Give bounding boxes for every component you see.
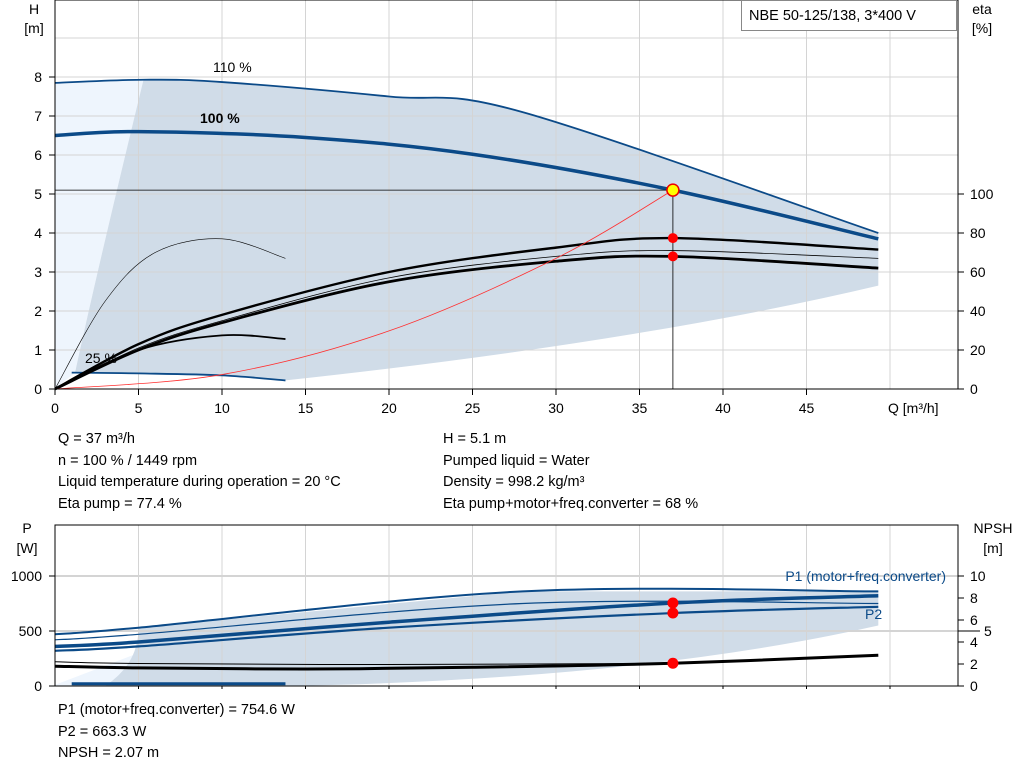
- curve-7: [54, 238, 286, 390]
- power-curve-2: [54, 600, 879, 641]
- label-100: 100 %: [200, 110, 240, 126]
- eta-tick-label: 20: [970, 342, 986, 358]
- x-axis-label: Q [m³/h]: [888, 400, 939, 416]
- y-tick-label: 4: [34, 225, 42, 241]
- info-eta-total: Eta pump+motor+freq.converter = 68 %: [443, 495, 699, 512]
- p-axis-label: P: [22, 520, 31, 536]
- npsh-tick-label: 0: [970, 678, 978, 694]
- x-tick-label: 0: [51, 400, 59, 416]
- p1-point: [667, 597, 679, 609]
- info-temp: Liquid temperature during operation = 20…: [58, 474, 341, 490]
- eta-tick-label: 80: [970, 225, 986, 241]
- p-axis-unit: [W]: [17, 540, 38, 556]
- y-tick-label: 0: [34, 381, 42, 397]
- x-tick-label: 20: [381, 400, 397, 416]
- eta-tick-label: 0: [970, 381, 978, 397]
- npsh-tick-label: 6: [970, 612, 978, 628]
- curve-2: [71, 371, 286, 382]
- eta-pump-point: [667, 233, 678, 244]
- info-density: Density = 998.2 kg/m³: [443, 474, 585, 490]
- p2-label: P2: [865, 606, 882, 622]
- info-npsh: NPSH = 2.07 m: [58, 745, 160, 761]
- p-tick-label: 500: [19, 623, 43, 639]
- eta-axis-unit: [%]: [972, 20, 992, 36]
- power-curve-3: [54, 605, 879, 652]
- x-tick-label: 25: [465, 400, 481, 416]
- label-25: 25 %: [85, 350, 117, 366]
- eta-tick-label: 100: [970, 186, 994, 202]
- y-tick-label: 8: [34, 69, 42, 85]
- x-tick-label: 15: [298, 400, 314, 416]
- low-flow-region: [55, 79, 144, 389]
- npsh-tick-label: 8: [970, 590, 978, 606]
- operating-range-region-p: [105, 591, 879, 686]
- npsh-tick-label: 2: [970, 656, 978, 672]
- power-curve-5: [54, 661, 673, 666]
- npsh-point: [667, 657, 679, 669]
- x-tick-label: 10: [214, 400, 230, 416]
- npsh-axis-unit: [m]: [983, 540, 1002, 556]
- eta-axis-label: eta: [972, 1, 992, 17]
- x-tick-label: 40: [715, 400, 731, 416]
- info-liquid: Pumped liquid = Water: [443, 452, 590, 469]
- y-tick-label: 2: [34, 303, 42, 319]
- power-curve-1: [54, 594, 879, 649]
- plot-frame-bottom: [54, 524, 959, 687]
- info-left: Q = 37 m³/h n = 100 % / 1449 rpm Liquid …: [58, 429, 341, 515]
- p2-point: [667, 607, 679, 619]
- curve-8: [54, 189, 674, 390]
- y-tick-label: 6: [34, 147, 42, 163]
- power-curve-6: [54, 653, 879, 671]
- x-tick-label: 45: [799, 400, 815, 416]
- eta-total-point: [667, 251, 678, 262]
- eta-tick-label: 40: [970, 303, 986, 319]
- info-eta-pump: Eta pump = 77.4 %: [58, 495, 182, 512]
- info-p2: P2 = 663.3 W: [58, 723, 147, 740]
- eta-tick-label: 60: [970, 264, 986, 280]
- p-tick-label: 1000: [11, 568, 42, 584]
- y-tick-label: 5: [34, 186, 42, 202]
- label-110: 110 %: [213, 59, 252, 75]
- curve-5: [54, 250, 879, 390]
- y-tick-label: 1: [34, 342, 42, 358]
- y-axis-label: H: [29, 1, 39, 17]
- power-curve-0: [54, 587, 879, 636]
- chart-title: NBE 50-125/138, 3*400 V: [741, 0, 957, 31]
- x-tick-label: 5: [135, 400, 143, 416]
- npsh-tick-label: 4: [970, 634, 978, 650]
- info-p1: P1 (motor+freq.converter) = 754.6 W: [58, 702, 295, 718]
- x-tick-label: 30: [548, 400, 564, 416]
- y-tick-label: 7: [34, 108, 42, 124]
- duty-point: [666, 183, 680, 197]
- y-tick-label: 3: [34, 264, 42, 280]
- info-q: Q = 37 m³/h: [58, 431, 135, 447]
- curve-6: [54, 334, 286, 390]
- curve-1: [54, 129, 879, 241]
- info-bottom: P1 (motor+freq.converter) = 754.6 W P2 =…: [58, 700, 295, 765]
- info-n: n = 100 % / 1449 rpm: [58, 452, 198, 469]
- npsh-tick-label: 5: [984, 623, 992, 639]
- curve-3: [54, 236, 879, 391]
- info-h: H = 5.1 m: [443, 431, 507, 447]
- p-tick-label: 0: [34, 678, 42, 694]
- p1-label: P1 (motor+freq.converter): [785, 568, 946, 584]
- y-axis-unit: [m]: [24, 20, 43, 36]
- info-right: H = 5.1 m Pumped liquid = Water Density …: [443, 429, 698, 515]
- curve-0: [54, 78, 879, 234]
- npsh-tick-label: 10: [970, 568, 986, 584]
- npsh-axis-label: NPSH: [974, 520, 1013, 536]
- x-tick-label: 35: [632, 400, 648, 416]
